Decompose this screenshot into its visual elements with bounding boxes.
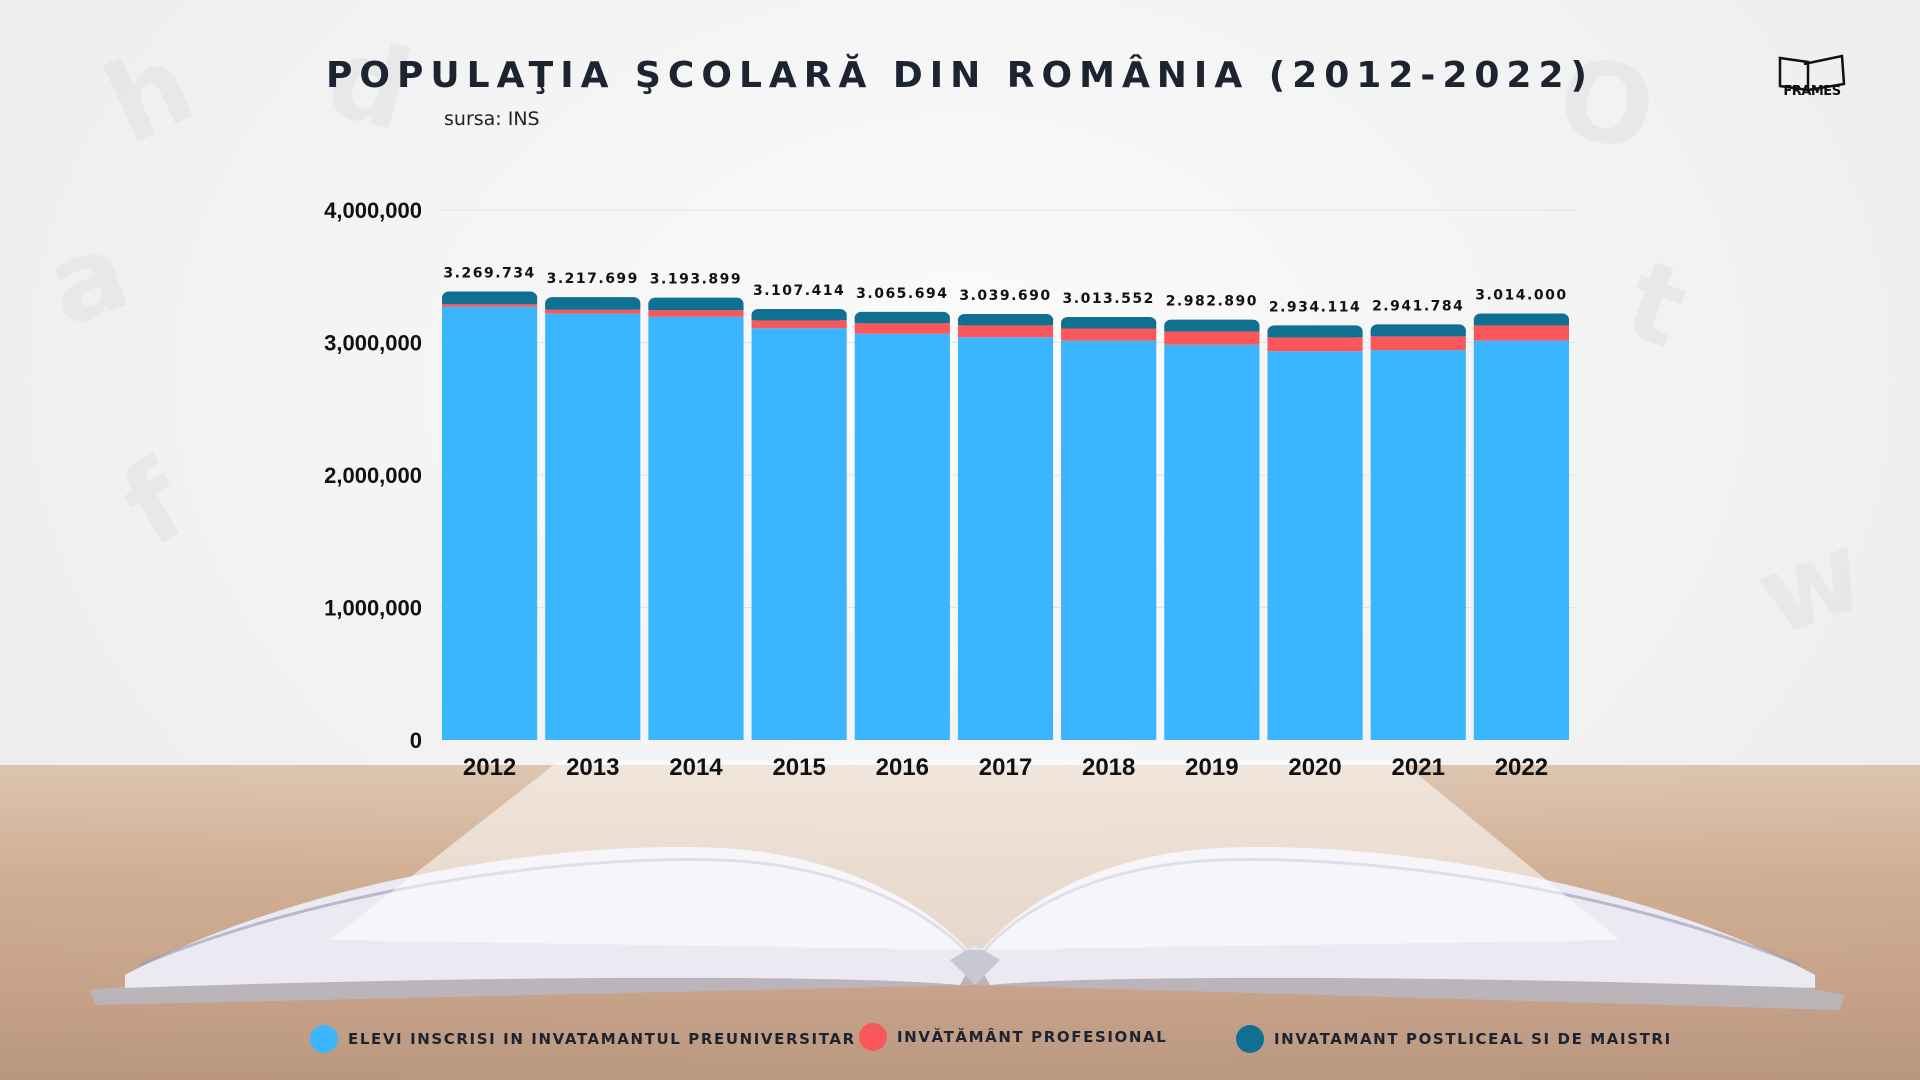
bar-segment <box>1061 328 1157 341</box>
bar-segment <box>1164 344 1260 740</box>
y-tick-label: 1,000,000 <box>324 596 422 621</box>
book-spine <box>950 945 1000 985</box>
bar-segment <box>1370 350 1466 740</box>
bar-segment-joint <box>957 319 1054 326</box>
bar-segment <box>442 306 538 740</box>
y-tick-label: 4,000,000 <box>324 198 422 223</box>
bar-segment <box>751 328 847 740</box>
bar-segment-joint <box>1370 330 1466 337</box>
x-tick-label: 2019 <box>1185 754 1238 781</box>
x-tick-label: 2016 <box>876 754 929 781</box>
bar-segment-joint <box>854 317 950 324</box>
bar-segment-joint <box>648 304 744 311</box>
bar-segment <box>545 309 641 314</box>
data-label: 3.065.694 <box>856 286 948 302</box>
bar-segment-joint <box>1473 319 1569 326</box>
data-label: 2.941.784 <box>1372 298 1464 314</box>
bar-segment-joint <box>442 298 538 305</box>
bar-segment <box>1473 340 1569 740</box>
logo-text: FRAMES <box>1783 84 1841 99</box>
bar-segment-joint <box>1164 325 1260 332</box>
legend-item-elevi: ELEVI INSCRISI IN INVATAMANTUL PREUNIVER… <box>310 1024 856 1054</box>
x-tick-label: 2013 <box>566 754 619 781</box>
bar-segment <box>1061 340 1157 740</box>
bar-segment-joint <box>1061 322 1157 329</box>
bar-segment <box>1473 325 1569 341</box>
data-label: 3.217.699 <box>547 271 639 287</box>
x-tick-label: 2022 <box>1495 754 1548 781</box>
chart-subtitle: sursa: INS <box>444 108 540 130</box>
bar-segment <box>1267 337 1363 352</box>
x-tick-label: 2018 <box>1082 754 1135 781</box>
book-top-page <box>330 760 1620 950</box>
y-tick-label: 2,000,000 <box>324 463 422 488</box>
bar-segment <box>957 337 1054 740</box>
legend-item-postliceal: INVATAMANT POSTLICEAL SI DE MAISTRI <box>1236 1024 1672 1054</box>
x-tick-label: 2012 <box>463 754 516 781</box>
x-tick-label: 2014 <box>669 754 723 781</box>
bar-segment-joint <box>751 314 847 321</box>
x-tick-label: 2020 <box>1288 754 1341 781</box>
legend-swatch <box>1236 1025 1264 1053</box>
data-label: 3.013.552 <box>1063 291 1155 307</box>
x-tick-label: 2015 <box>772 754 825 781</box>
legend-swatch <box>310 1025 338 1053</box>
legend-label: INVĂTĂMÂNT PROFESIONAL <box>897 1028 1168 1046</box>
bar-segment <box>1370 336 1466 351</box>
data-label: 3.269.734 <box>443 266 535 282</box>
bar-segment <box>854 333 950 740</box>
bar-segment <box>854 323 950 334</box>
data-label: 3.014.000 <box>1475 287 1567 303</box>
bar-segment <box>545 313 641 740</box>
legend-label: INVATAMANT POSTLICEAL SI DE MAISTRI <box>1274 1030 1672 1048</box>
bar-segment <box>648 316 744 740</box>
y-tick-label: 0 <box>410 728 422 753</box>
bar-segment <box>648 310 744 317</box>
data-label: 2.934.114 <box>1269 299 1361 315</box>
y-tick-label: 3,000,000 <box>324 331 422 356</box>
bar-segment-joint <box>1267 331 1363 338</box>
legend-label: ELEVI INSCRISI IN INVATAMANTUL PREUNIVER… <box>348 1030 856 1048</box>
data-label: 3.193.899 <box>650 272 742 288</box>
data-label: 3.107.414 <box>753 283 845 299</box>
legend-item-profesional: INVĂTĂMÂNT PROFESIONAL <box>859 1022 1167 1052</box>
bar-segment <box>1164 331 1260 345</box>
data-label: 2.982.890 <box>1166 294 1258 310</box>
legend-swatch <box>859 1023 887 1051</box>
bar-segment <box>1267 351 1363 740</box>
bar-segment <box>957 325 1054 338</box>
bar-segment <box>751 320 847 329</box>
x-tick-label: 2017 <box>979 754 1032 781</box>
chart-title: POPULAŢIA ŞCOLARĂ DIN ROMÂNIA (2012-2022… <box>326 55 1594 96</box>
frames-logo-icon <box>1778 54 1846 92</box>
bar-segment <box>442 304 538 307</box>
x-tick-label: 2021 <box>1392 754 1445 781</box>
bar-segment-joint <box>545 303 641 310</box>
data-label: 3.039.690 <box>959 288 1051 304</box>
